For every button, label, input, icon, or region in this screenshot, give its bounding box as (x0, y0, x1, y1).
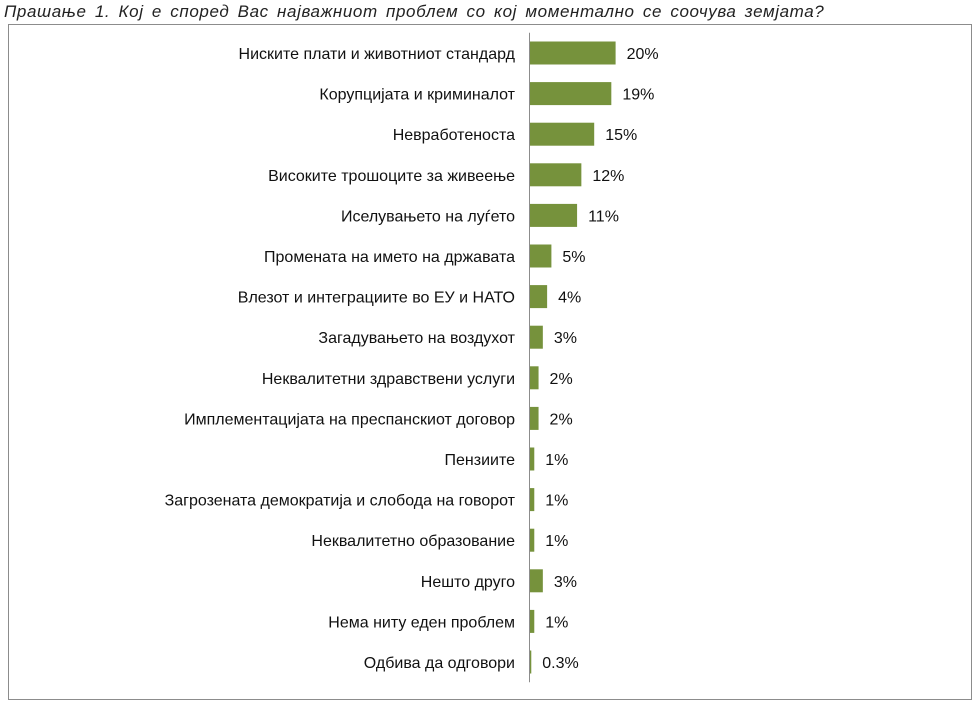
value-label: 1% (545, 493, 568, 510)
value-label: 20% (627, 46, 659, 63)
chart-frame: Ниските плати и животниот стандард Корупц… (8, 24, 972, 700)
category-label: Нема ниту еден проблем (328, 614, 515, 631)
category-label: Корупцијата и криминалот (319, 87, 515, 104)
value-label: 19% (622, 87, 654, 104)
bar (530, 82, 612, 106)
category-label: Неквалитетни здравствени услуги (262, 371, 515, 388)
category-label: Високите трошоците за живеење (268, 168, 515, 185)
category-label: Промената на името на државата (264, 249, 515, 266)
value-label: 12% (592, 168, 624, 185)
category-label: Ниските плати и животниот стандард (239, 46, 516, 63)
bar (530, 447, 535, 471)
category-label: Имплементацијата на преспанскиот договор (184, 411, 515, 428)
bar (530, 244, 552, 268)
bar (530, 203, 578, 227)
category-labels: Ниските плати и животниот стандард Корупц… (165, 46, 516, 672)
bar (530, 569, 543, 593)
value-label: 1% (545, 614, 568, 631)
value-label: 4% (558, 290, 581, 307)
category-label: Невработеноста (393, 127, 515, 144)
value-label: 3% (554, 574, 577, 591)
bars (530, 41, 616, 674)
value-label: 2% (550, 371, 573, 388)
bar (530, 366, 539, 390)
value-label: 3% (554, 330, 577, 347)
bar (530, 488, 535, 512)
bar (530, 650, 532, 674)
value-label: 1% (545, 533, 568, 550)
category-label: Неквалитетно образование (311, 533, 515, 550)
bar (530, 609, 535, 633)
bar (530, 285, 548, 309)
value-label: 2% (550, 411, 573, 428)
category-label: Загадувањето на воздухот (318, 330, 515, 347)
bar (530, 122, 595, 146)
value-label: 0.3% (542, 655, 578, 672)
category-label: Загрозената демократија и слобода на гов… (165, 493, 516, 510)
bar-chart: Ниските плати и животниот стандард Корупц… (165, 32, 659, 683)
bar (530, 528, 535, 552)
value-labels: 20% 19% 15% 12% 11% 5% 4% 3% 2% 2% 1% 1% 1% 3% 1% 0.3% (542, 46, 658, 672)
category-label: Иселувањето на луѓето (341, 208, 515, 225)
value-label: 1% (545, 452, 568, 469)
bar (530, 41, 616, 65)
category-label: Нешто друго (421, 574, 515, 591)
bar (530, 163, 582, 187)
question-title: Прашање 1. Кој е според Вас најважниот п… (4, 2, 825, 21)
category-label: Пензиите (445, 452, 516, 469)
value-label: 15% (605, 127, 637, 144)
bar (530, 325, 543, 349)
value-label: 11% (588, 208, 619, 225)
category-label: Одбива да одговори (364, 655, 515, 672)
bar (530, 406, 539, 430)
value-label: 5% (562, 249, 585, 266)
category-label: Влезот и интеграциите во ЕУ и НАТО (238, 290, 515, 307)
